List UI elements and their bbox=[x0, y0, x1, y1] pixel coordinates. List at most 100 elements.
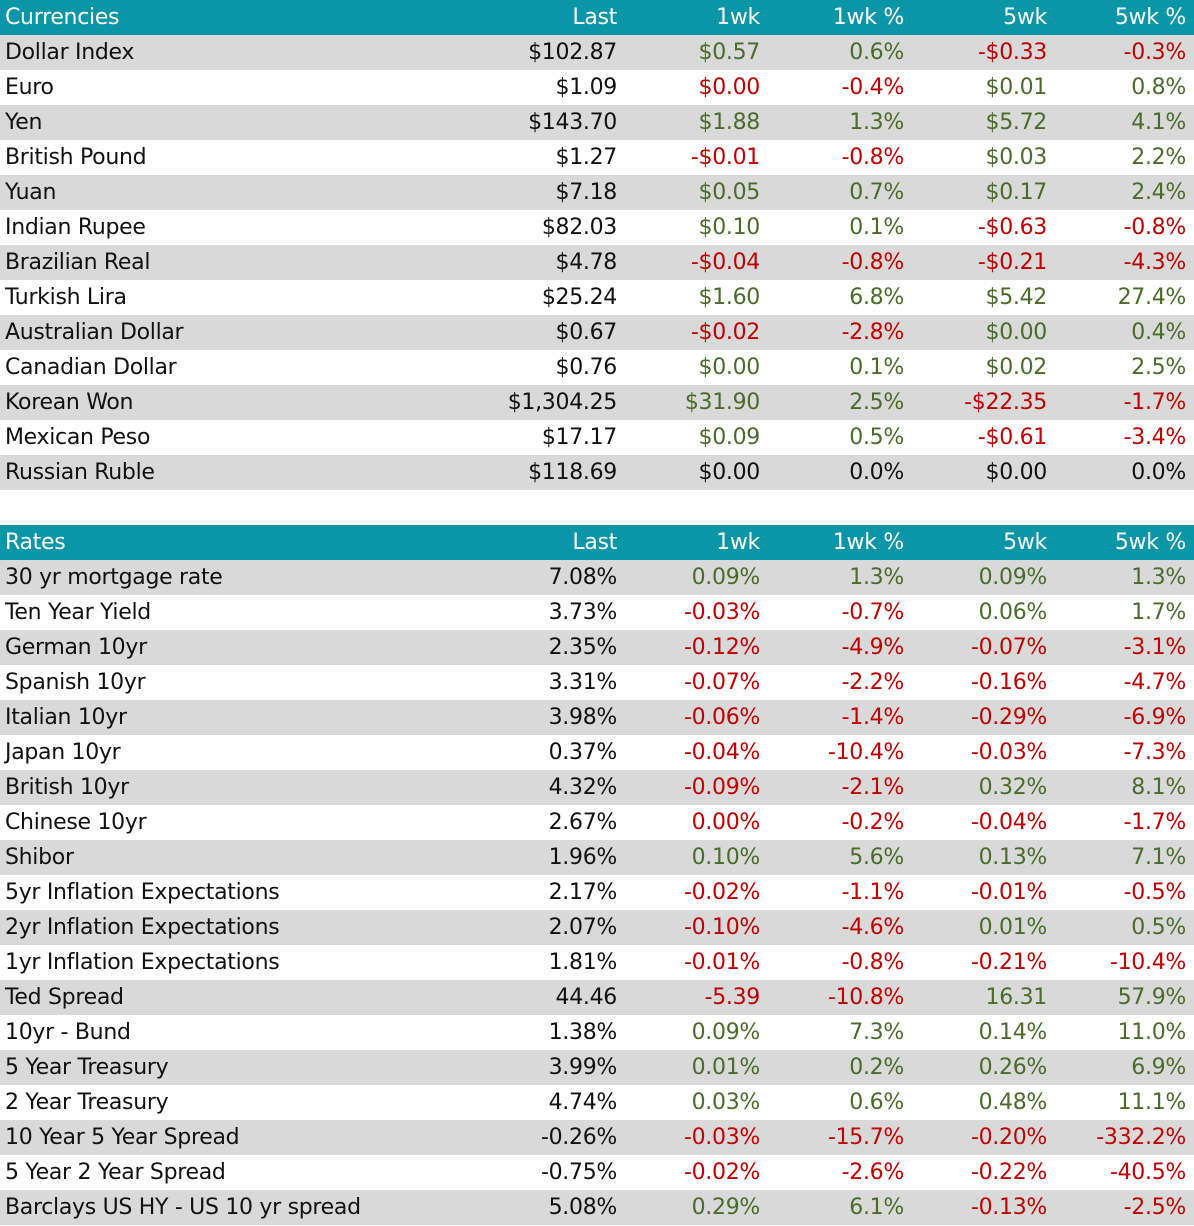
table-row: Canadian Dollar $0.76 $0.00 0.1% $0.02 2.5% bbox=[0, 350, 1194, 385]
1wk-cell: -5.39 bbox=[704, 985, 761, 1010]
5wk-pct-cell: 0.4% bbox=[1131, 320, 1186, 345]
table-row: Japan 10yr 0.37% -0.04% -10.4% -0.03% -7.3% bbox=[0, 735, 1194, 770]
table-row: Australian Dollar $0.67 -$0.02 -2.8% $0.00 0.… bbox=[0, 315, 1194, 350]
1wk-pct-header: 1wk % bbox=[832, 530, 904, 555]
5wk-pct-header: 5wk % bbox=[1114, 5, 1186, 30]
1wk-cell: -$0.02 bbox=[690, 320, 760, 345]
5wk-pct-cell: -4.7% bbox=[1123, 670, 1187, 695]
table-row: Russian Ruble $118.69 $0.00 0.0% $0.00 0.0% bbox=[0, 455, 1194, 490]
table-row: British Pound $1.27 -$0.01 -0.8% $0.03 2.2% bbox=[0, 140, 1194, 175]
name-cell: Brazilian Real bbox=[5, 250, 151, 275]
last-cell: $1.27 bbox=[555, 145, 618, 170]
currencies-table: Currencies Last 1wk 1wk % 5wk 5wk % Dollar Ind… bbox=[0, 0, 1194, 490]
5wk-pct-cell: -332.2% bbox=[1096, 1125, 1186, 1150]
1wk-pct-cell: -4.6% bbox=[841, 915, 905, 940]
5wk-pct-cell: 0.8% bbox=[1131, 75, 1186, 100]
1wk-cell: -0.06% bbox=[683, 705, 760, 730]
table-row: Italian 10yr 3.98% -0.06% -1.4% -0.29% -6.9% bbox=[0, 700, 1194, 735]
1wk-pct-cell: -15.7% bbox=[827, 1125, 904, 1150]
last-cell: 5.08% bbox=[548, 1195, 618, 1220]
last-cell: 4.74% bbox=[548, 1090, 618, 1115]
name-cell: 1yr Inflation Expectations bbox=[5, 950, 280, 975]
last-cell: $0.76 bbox=[555, 355, 618, 380]
1wk-cell: 0.10% bbox=[691, 845, 761, 870]
5wk-cell: $5.72 bbox=[985, 110, 1048, 135]
table-row: German 10yr 2.35% -0.12% -4.9% -0.07% -3.1% bbox=[0, 630, 1194, 665]
5wk-cell: 16.31 bbox=[985, 985, 1048, 1010]
5wk-cell: -0.20% bbox=[970, 1125, 1047, 1150]
5wk-cell: $0.03 bbox=[985, 145, 1048, 170]
name-cell: Japan 10yr bbox=[5, 740, 121, 765]
5wk-cell: -0.04% bbox=[970, 810, 1047, 835]
5wk-pct-cell: -0.5% bbox=[1123, 880, 1187, 905]
1wk-pct-cell: 0.1% bbox=[849, 355, 904, 380]
1wk-cell: 0.01% bbox=[691, 1055, 761, 1080]
1wk-pct-cell: 0.1% bbox=[849, 215, 904, 240]
name-cell: Dollar Index bbox=[5, 40, 135, 65]
1wk-header: 1wk bbox=[716, 5, 760, 30]
name-cell: German 10yr bbox=[5, 635, 147, 660]
table-row: Barclays US HY - US 10 yr spread 5.08% 0.2… bbox=[0, 1190, 1194, 1225]
table-row: Korean Won $1,304.25 $31.90 2.5% -$22.35 -1.7… bbox=[0, 385, 1194, 420]
5wk-cell: -0.07% bbox=[970, 635, 1047, 660]
5wk-pct-cell: 4.1% bbox=[1131, 110, 1186, 135]
1wk-cell: -0.10% bbox=[683, 915, 760, 940]
name-cell: Korean Won bbox=[5, 390, 134, 415]
5wk-pct-cell: -6.9% bbox=[1123, 705, 1187, 730]
1wk-cell: 0.00% bbox=[691, 810, 761, 835]
1wk-pct-cell: 6.8% bbox=[849, 285, 904, 310]
5wk-cell: -$0.61 bbox=[977, 425, 1047, 450]
table-spacer bbox=[0, 490, 1194, 525]
5wk-pct-cell: -3.4% bbox=[1123, 425, 1187, 450]
5wk-cell: $0.17 bbox=[985, 180, 1048, 205]
1wk-cell: -0.07% bbox=[683, 670, 760, 695]
table-row: Dollar Index $102.87 $0.57 0.6% -$0.33 -0.3% bbox=[0, 35, 1194, 70]
currencies-header-row: Currencies Last 1wk 1wk % 5wk 5wk % bbox=[0, 0, 1194, 35]
table-row: 10yr - Bund 1.38% 0.09% 7.3% 0.14% 11.0% bbox=[0, 1015, 1194, 1050]
5wk-pct-cell: 0.0% bbox=[1131, 460, 1186, 485]
5wk-cell: 0.13% bbox=[978, 845, 1048, 870]
5wk-cell: $0.00 bbox=[985, 460, 1048, 485]
1wk-cell: $1.88 bbox=[698, 110, 761, 135]
last-cell: 0.37% bbox=[548, 740, 618, 765]
last-cell: $118.69 bbox=[528, 460, 617, 485]
name-cell: 30 yr mortgage rate bbox=[5, 565, 223, 590]
5wk-cell: 0.48% bbox=[978, 1090, 1048, 1115]
1wk-cell: $0.09 bbox=[698, 425, 761, 450]
1wk-pct-cell: -1.4% bbox=[841, 705, 905, 730]
last-cell: -0.26% bbox=[540, 1125, 617, 1150]
5wk-cell: -0.22% bbox=[970, 1160, 1047, 1185]
last-header: Last bbox=[572, 530, 617, 555]
5wk-cell: 0.09% bbox=[978, 565, 1048, 590]
last-cell: $4.78 bbox=[555, 250, 618, 275]
name-cell: 10 Year 5 Year Spread bbox=[5, 1125, 240, 1150]
table-row: 5yr Inflation Expectations 2.17% -0.02% -1.… bbox=[0, 875, 1194, 910]
5wk-cell: $0.02 bbox=[985, 355, 1048, 380]
5wk-cell: -$0.33 bbox=[977, 40, 1047, 65]
1wk-cell: $0.00 bbox=[698, 75, 761, 100]
1wk-cell: 0.09% bbox=[691, 565, 761, 590]
5wk-cell: $0.01 bbox=[985, 75, 1048, 100]
5wk-cell: 0.06% bbox=[978, 600, 1048, 625]
name-cell: Spanish 10yr bbox=[5, 670, 146, 695]
1wk-pct-cell: 0.5% bbox=[849, 425, 904, 450]
5wk-header: 5wk bbox=[1003, 530, 1047, 555]
table-row: Ten Year Yield 3.73% -0.03% -0.7% 0.06% 1.7% bbox=[0, 595, 1194, 630]
5wk-cell: 0.26% bbox=[978, 1055, 1048, 1080]
table-row: Brazilian Real $4.78 -$0.04 -0.8% -$0.21 -4.3… bbox=[0, 245, 1194, 280]
1wk-pct-cell: 0.6% bbox=[849, 1090, 904, 1115]
1wk-cell: -0.01% bbox=[683, 950, 760, 975]
1wk-pct-cell: -2.1% bbox=[841, 775, 905, 800]
1wk-pct-cell: 1.3% bbox=[849, 565, 904, 590]
5wk-pct-cell: -1.7% bbox=[1123, 810, 1187, 835]
table-row: British 10yr 4.32% -0.09% -2.1% 0.32% 8.1% bbox=[0, 770, 1194, 805]
5wk-pct-cell: -2.5% bbox=[1123, 1195, 1187, 1220]
1wk-cell: 0.29% bbox=[691, 1195, 761, 1220]
1wk-pct-cell: 0.7% bbox=[849, 180, 904, 205]
name-cell: Shibor bbox=[5, 845, 74, 870]
5wk-pct-cell: -3.1% bbox=[1123, 635, 1187, 660]
5wk-cell: -$0.63 bbox=[977, 215, 1047, 240]
1wk-cell: $0.05 bbox=[698, 180, 761, 205]
1wk-pct-cell: 5.6% bbox=[849, 845, 904, 870]
1wk-pct-cell: -10.4% bbox=[827, 740, 904, 765]
